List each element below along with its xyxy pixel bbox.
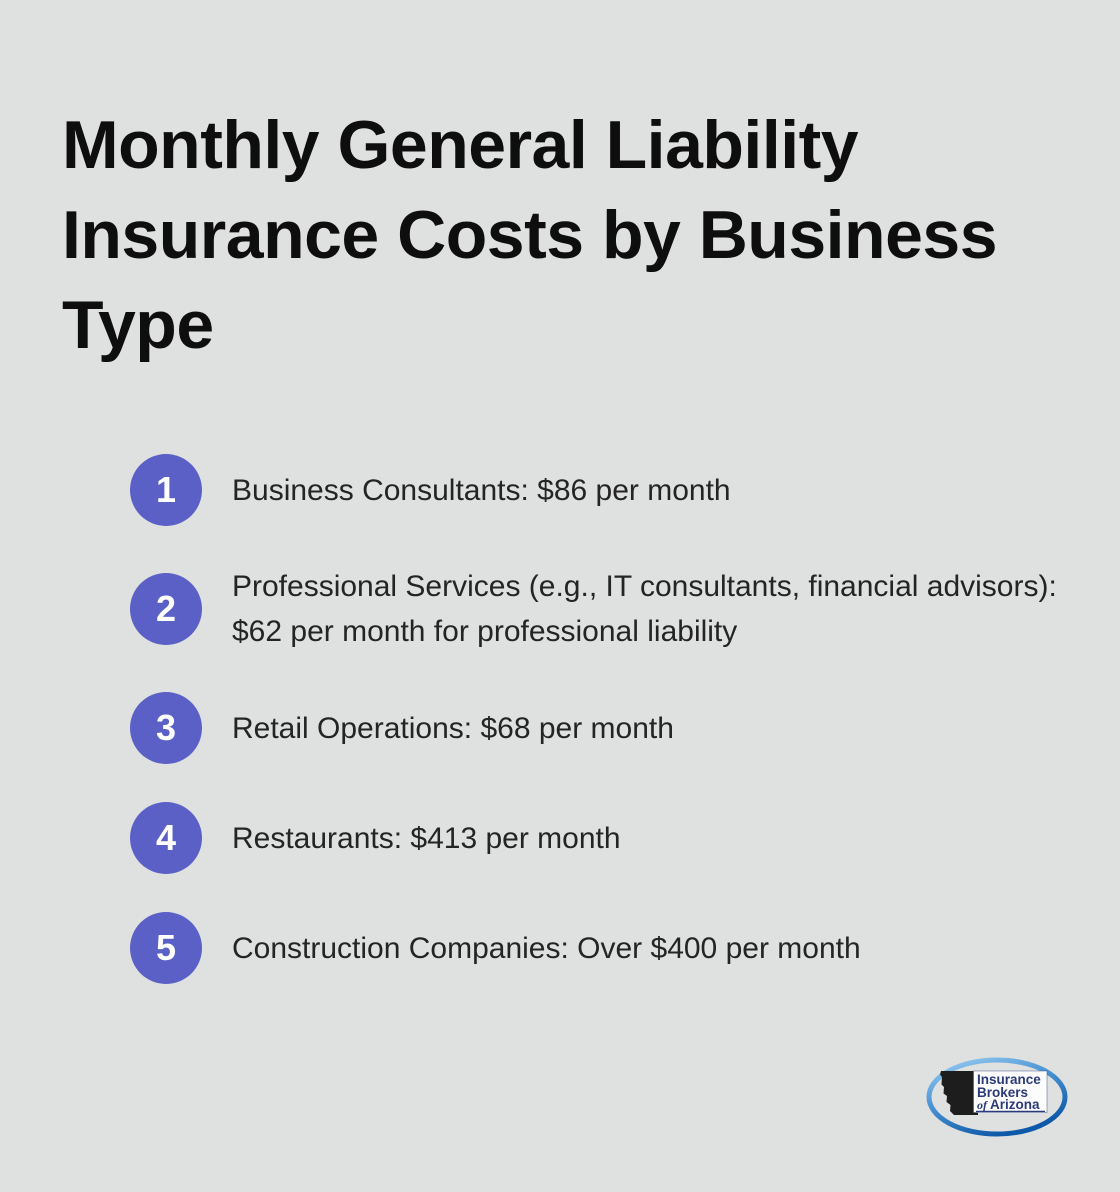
list-item: 3 Retail Operations: $68 per month bbox=[130, 692, 1080, 764]
list-item: 1 Business Consultants: $86 per month bbox=[130, 454, 1080, 526]
item-number-badge: 3 bbox=[130, 692, 202, 764]
item-text: Business Consultants: $86 per month bbox=[232, 473, 731, 507]
brand-logo: Insurance Brokers of Arizona bbox=[925, 1053, 1070, 1141]
logo-line3-of: of bbox=[977, 1098, 988, 1112]
brand-logo-graphic: Insurance Brokers of Arizona bbox=[926, 1057, 1068, 1137]
item-number-badge: 5 bbox=[130, 912, 202, 984]
page-title-line: Type bbox=[62, 287, 214, 363]
list-item: 2 Professional Services (e.g., IT consul… bbox=[130, 564, 1080, 654]
list-item: 4 Restaurants: $413 per month bbox=[130, 802, 1080, 874]
list-item: 5 Construction Companies: Over $400 per … bbox=[130, 912, 1080, 984]
logo-line2: Brokers bbox=[977, 1085, 1028, 1100]
page-title: Monthly General Liability Insurance Cost… bbox=[62, 100, 1082, 370]
logo-line3: of Arizona bbox=[977, 1097, 1040, 1112]
page-title-line: Insurance Costs by Business bbox=[62, 197, 998, 273]
page-title-line: Monthly General Liability bbox=[62, 107, 859, 183]
item-text: Construction Companies: Over $400 per mo… bbox=[232, 931, 861, 965]
item-text: Retail Operations: $68 per month bbox=[232, 711, 674, 745]
logo-ring-icon bbox=[926, 1057, 1068, 1137]
logo-line3-rest: Arizona bbox=[990, 1097, 1040, 1112]
item-text: Restaurants: $413 per month bbox=[232, 821, 621, 855]
logo-line1: Insurance bbox=[977, 1072, 1041, 1087]
item-number-badge: 2 bbox=[130, 573, 202, 645]
arizona-state-icon bbox=[940, 1071, 978, 1115]
cost-list: 1 Business Consultants: $86 per month 2 … bbox=[130, 454, 1080, 984]
logo-text-card bbox=[973, 1070, 1048, 1113]
item-number-badge: 4 bbox=[130, 802, 202, 874]
item-text: Professional Services (e.g., IT consulta… bbox=[232, 570, 1057, 648]
item-number-badge: 1 bbox=[130, 454, 202, 526]
